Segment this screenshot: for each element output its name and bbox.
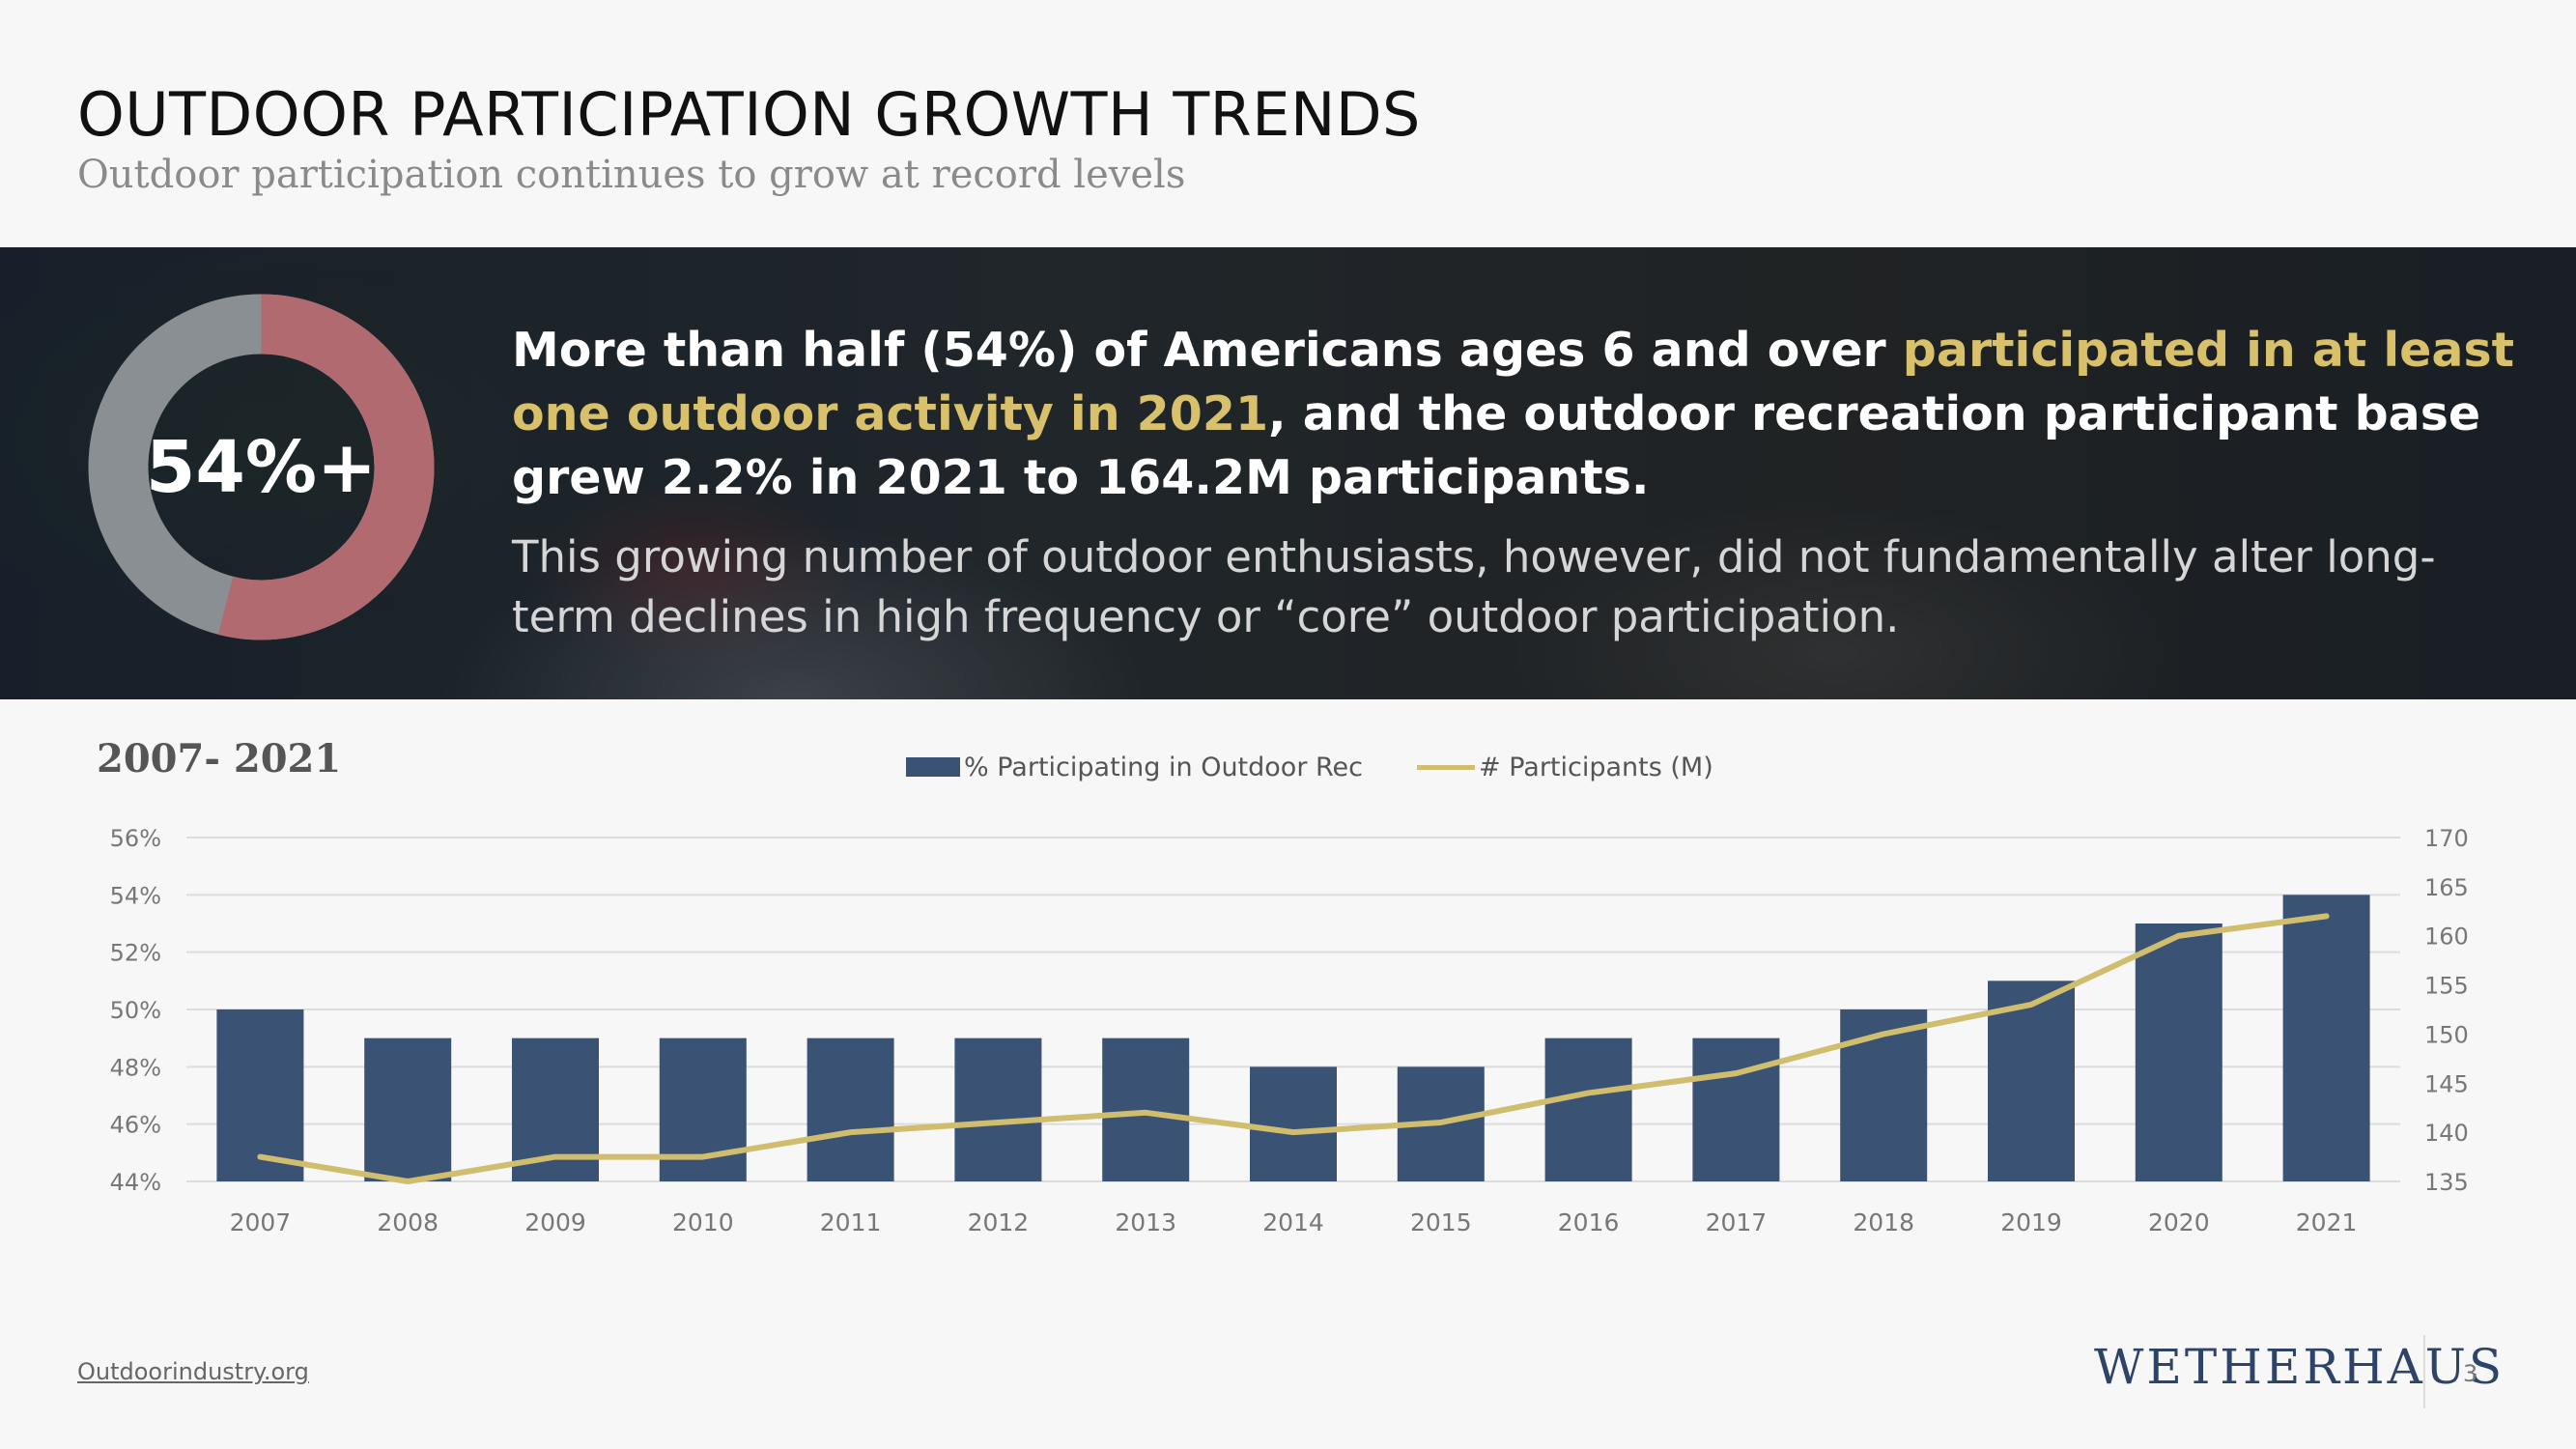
bar	[1840, 1009, 1928, 1181]
page-number: 3	[2463, 1360, 2478, 1387]
chart-legend: % Participating in Outdoor Rec # Partici…	[906, 748, 1713, 786]
headline-highlight: participated in at least one outdoor act…	[512, 323, 2515, 441]
bar	[216, 1009, 304, 1181]
bar	[1250, 1066, 1337, 1181]
legend-swatch-line	[1417, 764, 1476, 770]
source-link[interactable]: Outdoorindustry.org	[77, 1358, 309, 1385]
y-right-tick-label: 150	[2424, 1021, 2469, 1048]
y-left-tick-label: 54%	[110, 882, 161, 909]
page-title: OUTDOOR PARTICIPATION GROWTH TRENDS	[77, 79, 1421, 150]
y-right-tick-label: 135	[2424, 1169, 2469, 1196]
x-tick-label: 2016	[1558, 1208, 1620, 1236]
y-left-tick-label: 52%	[110, 940, 161, 967]
page-subtitle: Outdoor participation continues to grow …	[77, 153, 1186, 197]
footer-divider	[2423, 1335, 2425, 1408]
y-right-tick-label: 140	[2424, 1120, 2469, 1147]
bar	[364, 1037, 452, 1181]
x-tick-label: 2010	[672, 1208, 734, 1236]
x-tick-label: 2015	[1410, 1208, 1472, 1236]
x-tick-label: 2017	[1706, 1208, 1768, 1236]
x-tick-label: 2007	[230, 1208, 292, 1236]
headline-part2: , and the outdoor recreation participant…	[512, 386, 2481, 505]
participants-line	[257, 913, 2330, 1184]
donut-chart	[88, 294, 435, 640]
brand-logo: WETHERHAUS	[2094, 1339, 2505, 1395]
bar	[1544, 1037, 1632, 1181]
x-tick-label: 2019	[2000, 1208, 2062, 1236]
headline-part1: More than half (54%) of Americans ages 6…	[512, 323, 1903, 378]
x-tick-label: 2014	[1262, 1208, 1324, 1236]
legend-label-bar: % Participating in Outdoor Rec	[964, 752, 1364, 782]
y-left-tick-label: 56%	[110, 825, 161, 852]
y-left-tick-label: 44%	[110, 1169, 161, 1196]
x-tick-label: 2012	[968, 1208, 1030, 1236]
y-right-tick-label: 155	[2424, 973, 2469, 1000]
x-tick-label: 2009	[524, 1208, 586, 1236]
bar	[2135, 923, 2222, 1181]
banner-body: This growing number of outdoor enthusias…	[512, 531, 2436, 642]
x-tick-label: 2008	[377, 1208, 439, 1236]
x-tick-label: 2021	[2296, 1208, 2358, 1236]
x-tick-label: 2018	[1853, 1208, 1914, 1236]
hero-banner: 54%+ More than half (54%) of Americans a…	[0, 247, 2576, 699]
y-right-tick-label: 170	[2424, 825, 2469, 852]
y-right-tick-label: 165	[2424, 874, 2469, 901]
donut-label: 54%+	[145, 425, 378, 509]
bar	[659, 1037, 747, 1181]
donut-arc	[88, 294, 435, 640]
x-tick-label: 2013	[1115, 1208, 1176, 1236]
bar	[1692, 1037, 1780, 1181]
bar	[2282, 895, 2370, 1181]
bar	[954, 1037, 1042, 1181]
bar	[807, 1037, 894, 1181]
legend-swatch-bar	[906, 757, 960, 777]
chart-title: 2007- 2021	[97, 736, 342, 781]
bar	[1988, 980, 2075, 1181]
x-tick-label: 2011	[820, 1208, 882, 1236]
y-left-tick-label: 48%	[110, 1054, 161, 1081]
y-right-tick-label: 160	[2424, 923, 2469, 951]
y-left-tick-label: 46%	[110, 1112, 161, 1139]
headline: More than half (54%) of Americans ages 6…	[512, 319, 2521, 510]
y-left-tick-label: 50%	[110, 997, 161, 1024]
y-right-tick-label: 145	[2424, 1070, 2469, 1097]
x-tick-label: 2020	[2148, 1208, 2210, 1236]
legend-label-line: # Participants (M)	[1479, 752, 1713, 782]
